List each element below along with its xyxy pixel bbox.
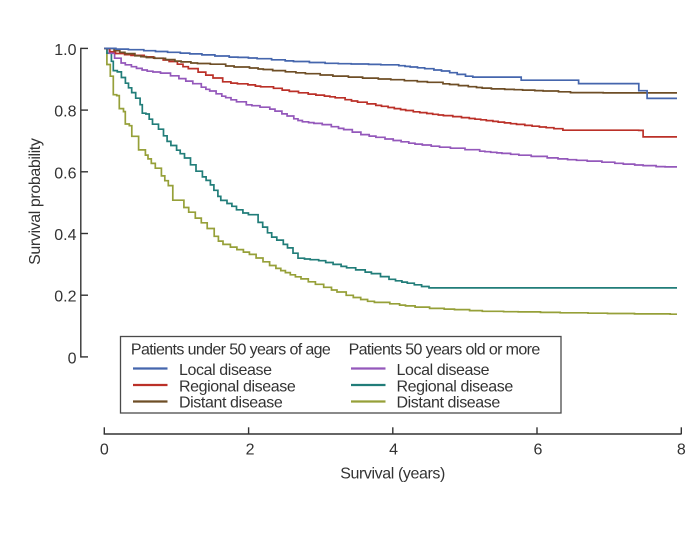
svg-text:0.4: 0.4 [54, 227, 76, 244]
svg-text:Distant disease: Distant disease [397, 395, 501, 412]
svg-text:0: 0 [100, 442, 109, 459]
svg-text:0.6: 0.6 [54, 165, 76, 182]
svg-text:0.8: 0.8 [54, 104, 76, 121]
svg-text:Regional disease: Regional disease [179, 378, 296, 395]
svg-text:0.2: 0.2 [54, 289, 76, 306]
svg-text:6: 6 [533, 442, 542, 459]
svg-text:Patients 50 years old or more: Patients 50 years old or more [349, 341, 541, 358]
svg-text:4: 4 [389, 442, 398, 459]
svg-text:Local disease: Local disease [179, 362, 272, 379]
svg-text:Regional disease: Regional disease [397, 378, 514, 395]
svg-text:Survival (years): Survival (years) [340, 465, 445, 482]
svg-text:0: 0 [68, 350, 77, 367]
svg-text:Patients under 50 years of age: Patients under 50 years of age [131, 341, 331, 358]
svg-text:8: 8 [677, 442, 686, 459]
svg-text:Local disease: Local disease [397, 362, 490, 379]
svg-text:Survival probability: Survival probability [27, 138, 44, 265]
svg-text:Distant disease: Distant disease [179, 395, 283, 412]
svg-text:2: 2 [246, 442, 255, 459]
svg-text:1.0: 1.0 [54, 42, 76, 59]
